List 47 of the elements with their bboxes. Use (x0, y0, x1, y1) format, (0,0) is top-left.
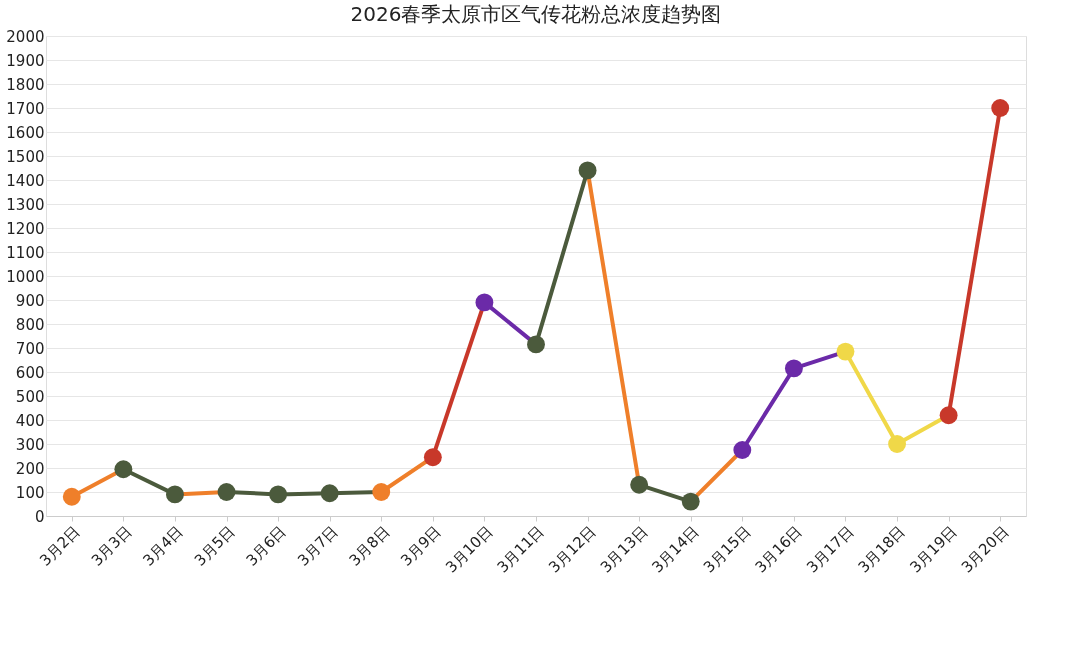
point (114, 460, 133, 479)
y-tick-label: 1400 (6, 171, 45, 190)
y-tick-label: 2000 (6, 27, 45, 46)
y-tick-label: 1000 (6, 267, 45, 286)
x-tick-label: 3月3日 (87, 522, 136, 570)
y-tick-label: 400 (15, 411, 45, 430)
x-tick-label: 3月4日 (139, 522, 187, 570)
y-tick-label: 900 (15, 291, 45, 310)
point (527, 335, 545, 354)
y-tick-label: 1600 (6, 123, 45, 142)
y-tick-label: 300 (15, 435, 45, 454)
y-tick-label: 500 (15, 387, 45, 406)
point (888, 435, 906, 453)
point (62, 487, 81, 506)
point (475, 293, 494, 312)
point (372, 483, 391, 501)
x-tick-label: 3月6日 (242, 522, 290, 570)
y-tick-label: 600 (15, 363, 45, 382)
x-tick-label: 3月9日 (397, 522, 445, 570)
point (320, 484, 339, 503)
y-tick-label: 1800 (6, 75, 45, 94)
point (784, 359, 803, 378)
y-tick-label: 1100 (6, 243, 45, 262)
y-tick-label: 800 (15, 315, 45, 334)
point (269, 485, 288, 504)
x-tick-label: 3月8日 (345, 522, 394, 570)
point (991, 99, 1010, 117)
y-tick-label: 1300 (6, 195, 45, 214)
y-tick-label: 200 (15, 459, 45, 478)
point (578, 161, 597, 180)
point (733, 441, 752, 459)
point (217, 483, 236, 501)
y-tick-label: 100 (15, 483, 45, 502)
y-tick-label: 1500 (6, 147, 45, 166)
point (836, 342, 855, 361)
chart-title: 2026春季太原市区气传花粉总浓度趋势图 (350, 2, 722, 26)
y-tick-label: 1200 (6, 219, 45, 238)
point (166, 485, 184, 504)
y-tick-label: 1900 (6, 51, 45, 70)
point (423, 448, 442, 467)
y-tick-label: 700 (15, 339, 45, 358)
point (939, 406, 958, 425)
x-tick-label: 3月5日 (190, 522, 239, 570)
point (630, 475, 649, 494)
point (681, 492, 700, 511)
x-tick-label: 3月7日 (294, 522, 342, 570)
y-tick-label: 1700 (6, 99, 45, 118)
